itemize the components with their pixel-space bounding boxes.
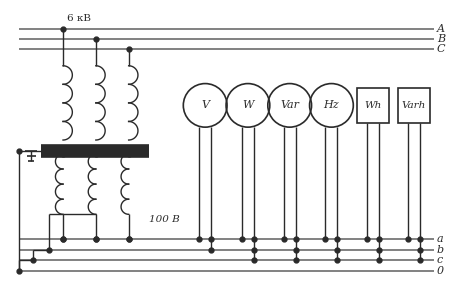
Text: W: W — [242, 100, 253, 110]
Text: Hz: Hz — [324, 100, 339, 110]
Text: Wh: Wh — [364, 101, 382, 110]
Text: Varh: Varh — [402, 101, 426, 110]
Text: Var: Var — [280, 100, 299, 110]
Text: A: A — [437, 24, 445, 34]
Text: 0: 0 — [437, 266, 444, 276]
Text: c: c — [437, 255, 443, 265]
Bar — [398, 88, 430, 123]
Text: V: V — [201, 100, 209, 110]
Text: C: C — [437, 44, 445, 54]
Text: a: a — [437, 234, 443, 244]
Text: 6 кВ: 6 кВ — [67, 14, 91, 23]
Bar — [357, 88, 389, 123]
Text: 100 В: 100 В — [149, 215, 179, 224]
Text: b: b — [437, 245, 444, 255]
Text: B: B — [437, 34, 445, 44]
